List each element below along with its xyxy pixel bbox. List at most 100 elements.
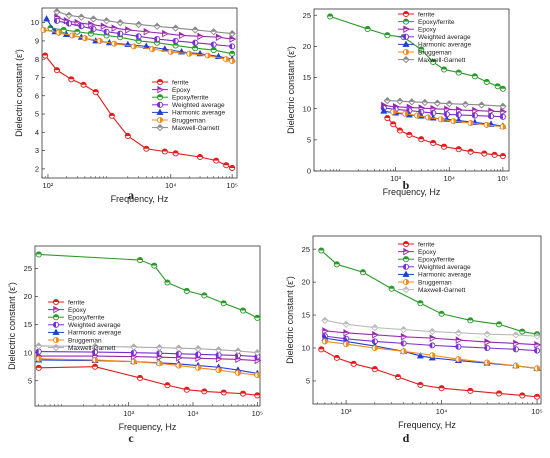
y-axis-label-d: Dielectric constant (ε') [285, 276, 295, 364]
y-tick-label-a-1: 3 [35, 146, 39, 155]
data-point-b-6-2-fill [408, 98, 415, 102]
data-point-b-2-7-fill [472, 107, 479, 111]
data-point-c-6-7-fill [234, 347, 241, 351]
data-point-a-3-4-fill [103, 29, 107, 35]
panel-a: 2 3 4 5 6 7 8 9 10 10² 10⁴ 10⁵ Frequency, Hz Dielectr… [14, 7, 238, 204]
legend-label-a-6: Maxwell-Garnett [172, 125, 220, 132]
data-point-d-3-4-fill [429, 342, 433, 348]
data-point-b-1-5-fill [430, 59, 436, 62]
data-point-b-0-2-fill [397, 127, 403, 131]
data-point-a-1-9-fill [179, 32, 185, 36]
data-point-a-1-8-fill [162, 30, 168, 34]
y-tick-label-a-6: 8 [35, 55, 39, 64]
data-point-d-1-0-fill [322, 327, 329, 331]
data-point-a-0-9-fill [173, 150, 179, 154]
data-point-b-2-1-fill [393, 103, 399, 107]
series-line-b-6 [387, 100, 503, 107]
data-point-c-3-6-fill [216, 352, 219, 358]
data-point-d-2-7-fill [496, 321, 502, 325]
data-point-b-3-6-fill [456, 112, 459, 118]
x-axis-label-a: Frequency, Hz [111, 194, 169, 204]
data-point-a-2-10-fill [211, 47, 217, 51]
data-point-b-1-8-fill [472, 73, 478, 77]
data-point-d-6-7-fill [512, 331, 519, 335]
data-point-b-0-5-fill [430, 140, 436, 143]
data-point-b-1-6-fill [441, 66, 447, 70]
data-point-b-3-3-fill [418, 109, 422, 115]
data-point-a-3-8-fill [173, 38, 176, 44]
data-point-c-5-2-fill [133, 359, 137, 365]
legend-label-b-2: Epoxy [418, 27, 437, 34]
data-point-b-6-6-fill [462, 101, 469, 105]
y-tick-label-d-4: 25 [302, 245, 310, 254]
legend-marker-b-3-fill [403, 34, 406, 40]
plot-frame-a [41, 7, 238, 179]
legend-marker-d-4 [402, 270, 410, 277]
data-point-a-5-4-fill [99, 38, 103, 44]
series-d-6 [321, 316, 541, 340]
data-point-a-6-5-fill [117, 19, 124, 23]
data-point-b-6-7-fill [478, 101, 485, 105]
data-point-a-0-11-fill [213, 158, 219, 161]
series-a-2 [47, 25, 236, 57]
data-point-d-5-8-fill [537, 365, 540, 372]
data-point-a-3-9-fill [192, 40, 196, 46]
data-point-d-0-5-fill [417, 382, 423, 385]
x-tick-label-d-2: 10⁵ [531, 407, 542, 416]
data-point-c-3-0-fill [36, 348, 39, 355]
data-point-d-2-1-fill [334, 261, 340, 265]
panel-c: 5 10 15 20 25 10³ 10⁴ 10⁵ Frequency, Hz Dielectri… [7, 245, 263, 432]
data-point-a-0-0-fill [42, 52, 48, 56]
legend-marker-a-2-fill [157, 94, 163, 98]
legend-marker-d-0-fill [403, 241, 409, 244]
y-tick-label-a-8: 10 [31, 18, 39, 27]
y-axis-label-c: Dielectric constant (ε') [7, 282, 17, 370]
data-point-d-3-3-fill [400, 340, 404, 346]
data-point-c-0-6-fill [221, 389, 227, 393]
data-point-d-0-10-fill [534, 394, 540, 397]
legend-label-d-2: Epoxy/ferrite [418, 257, 455, 264]
data-point-a-0-8-fill [162, 148, 168, 152]
data-point-d-6-4-fill [429, 328, 436, 332]
legend-label-b-1: Epoxy/ferrite [418, 19, 455, 26]
legend-label-a-0: ferrite [172, 79, 189, 86]
data-point-b-2-9-fill [500, 108, 507, 112]
data-point-a-2-9-fill [192, 45, 198, 49]
series-d-0 [318, 346, 541, 400]
legend-marker-c-6-fill [53, 344, 59, 348]
data-point-d-2-5-fill [438, 311, 445, 314]
data-point-a-3-11-fill [229, 43, 233, 49]
data-point-a-5-9-fill [189, 51, 192, 57]
data-point-c-0-5-fill [201, 388, 207, 392]
legend-marker-c-2-fill [53, 314, 59, 318]
x-tick-label-b-1: 10⁴ [443, 174, 455, 183]
data-point-b-0-8-fill [468, 149, 474, 152]
data-point-b-2-3-fill [419, 105, 425, 109]
legend-marker-d-6-fill [403, 286, 409, 290]
panel-letter-c: c [128, 431, 134, 445]
legend-label-a-2: Epoxy/ferrite [172, 95, 209, 102]
data-point-d-6-0-fill [321, 317, 328, 321]
data-point-b-0-0-fill [384, 115, 390, 119]
data-point-d-4-4 [416, 352, 424, 359]
data-point-a-1-3-fill [88, 21, 95, 25]
data-point-d-6-6-fill [484, 331, 491, 335]
data-point-a-4-0 [43, 15, 51, 22]
legend-marker-b-0-fill [403, 11, 409, 14]
x-tick-label-c-0: 10³ [123, 409, 134, 418]
series-c-5 [35, 355, 261, 379]
data-point-c-6-8-fill [254, 349, 261, 353]
series-a-5 [40, 26, 236, 65]
x-axis-label-b: Frequency, Hz [383, 187, 441, 197]
data-point-a-1-6-fill [125, 26, 132, 30]
data-point-c-3-5-fill [195, 351, 199, 357]
data-point-c-0-4-fill [184, 387, 190, 390]
x-tick-label-a-1: 10⁴ [165, 181, 177, 190]
data-point-b-2-8-fill [488, 108, 495, 112]
data-point-c-3-1-fill [92, 349, 96, 355]
data-point-b-0-9-fill [481, 150, 487, 154]
data-point-c-2-1-fill [137, 257, 143, 261]
data-point-a-2-11-fill [229, 51, 235, 54]
data-point-a-6-9-fill [192, 26, 199, 30]
